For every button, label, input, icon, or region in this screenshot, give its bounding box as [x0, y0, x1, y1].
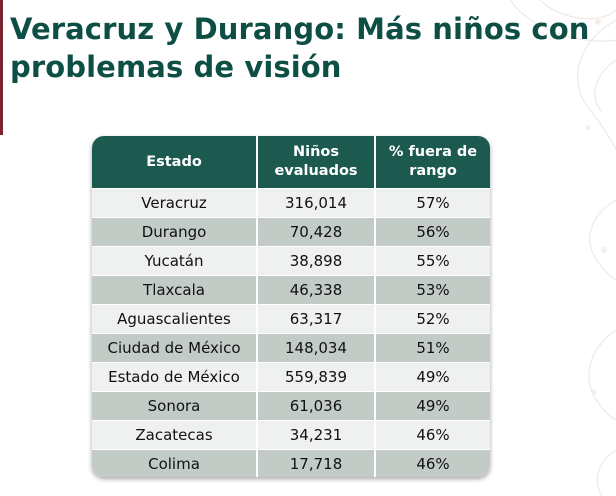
header-ninos-evaluados: Niños evaluados: [256, 136, 375, 189]
table-row: Aguascalientes 63,317 52%: [92, 304, 490, 334]
cell-estado: Tlaxcala: [92, 275, 257, 305]
cell-porcentaje: 55%: [374, 246, 490, 276]
cell-porcentaje: 46%: [374, 449, 490, 477]
cell-porcentaje: 49%: [374, 391, 490, 421]
table-row: Veracruz 316,014 57%: [92, 188, 490, 218]
data-table-card: Estado Niños evaluados % fuera de rango …: [92, 136, 490, 477]
cell-porcentaje: 56%: [374, 217, 490, 247]
left-accent-bar: [0, 0, 3, 135]
cell-estado: Durango: [92, 217, 257, 247]
cell-ninos: 63,317: [256, 304, 375, 334]
cell-ninos: 17,718: [256, 449, 375, 477]
cell-porcentaje: 57%: [374, 188, 490, 218]
cell-estado: Veracruz: [92, 188, 257, 218]
cell-estado: Ciudad de México: [92, 333, 257, 363]
table-row: Zacatecas 34,231 46%: [92, 420, 490, 450]
cell-ninos: 46,338: [256, 275, 375, 305]
cell-estado: Estado de México: [92, 362, 257, 392]
cell-porcentaje: 53%: [374, 275, 490, 305]
table-header-row: Estado Niños evaluados % fuera de rango: [92, 136, 490, 189]
cell-estado: Sonora: [92, 391, 257, 421]
table-row: Ciudad de México 148,034 51%: [92, 333, 490, 363]
cell-porcentaje: 46%: [374, 420, 490, 450]
table-row: Colima 17,718 46%: [92, 449, 490, 477]
table-row: Yucatán 38,898 55%: [92, 246, 490, 276]
cell-estado: Yucatán: [92, 246, 257, 276]
cell-estado: Zacatecas: [92, 420, 257, 450]
table-row: Sonora 61,036 49%: [92, 391, 490, 421]
cell-ninos: 34,231: [256, 420, 375, 450]
cell-ninos: 61,036: [256, 391, 375, 421]
cell-estado: Aguascalientes: [92, 304, 257, 334]
header-porcentaje-fuera: % fuera de rango: [374, 136, 490, 189]
cell-porcentaje: 52%: [374, 304, 490, 334]
page-title: Veracruz y Durango: Más niños con proble…: [10, 12, 590, 84]
table-row: Durango 70,428 56%: [92, 217, 490, 247]
cell-ninos: 316,014: [256, 188, 375, 218]
cell-porcentaje: 51%: [374, 333, 490, 363]
cell-ninos: 559,839: [256, 362, 375, 392]
cell-ninos: 70,428: [256, 217, 375, 247]
table-row: Estado de México 559,839 49%: [92, 362, 490, 392]
vision-table: Estado Niños evaluados % fuera de rango …: [92, 136, 490, 477]
header-estado: Estado: [92, 136, 257, 189]
cell-estado: Colima: [92, 449, 257, 477]
cell-ninos: 38,898: [256, 246, 375, 276]
cell-porcentaje: 49%: [374, 362, 490, 392]
cell-ninos: 148,034: [256, 333, 375, 363]
table-row: Tlaxcala 46,338 53%: [92, 275, 490, 305]
